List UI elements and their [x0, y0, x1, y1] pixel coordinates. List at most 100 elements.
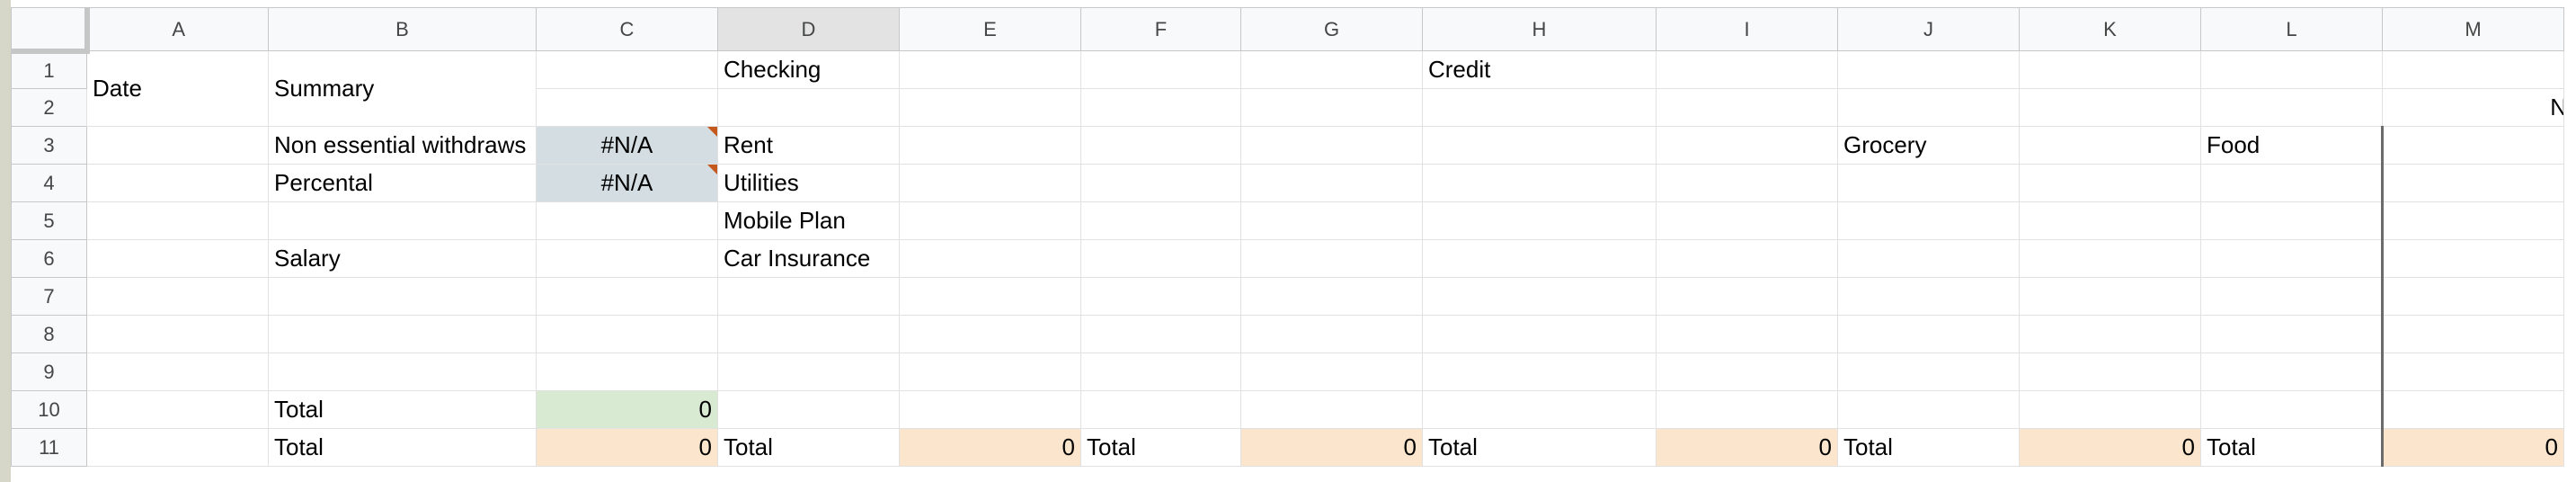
cell-f1[interactable] — [1080, 50, 1241, 89]
cell-b1[interactable]: Summary — [268, 50, 537, 127]
cell-f8[interactable] — [1080, 315, 1241, 353]
cell-k9[interactable] — [2019, 353, 2201, 391]
cell-g5[interactable] — [1240, 201, 1423, 240]
cell-m7[interactable] — [2381, 277, 2564, 316]
cell-j11[interactable]: Total — [1837, 428, 2020, 467]
column-header-l[interactable]: L — [2200, 7, 2383, 51]
cell-k1[interactable] — [2019, 50, 2201, 89]
cell-j1[interactable] — [1837, 50, 2020, 89]
cell-i4[interactable] — [1656, 164, 1838, 202]
column-header-m[interactable]: M — [2382, 7, 2564, 51]
row-header-7[interactable]: 7 — [11, 277, 87, 316]
cell-c1[interactable] — [536, 50, 718, 89]
cell-l6[interactable] — [2200, 239, 2383, 278]
cell-f6[interactable] — [1080, 239, 1241, 278]
cell-a1[interactable]: Date — [86, 50, 269, 127]
cell-i5[interactable] — [1656, 201, 1838, 240]
cell-g9[interactable] — [1240, 353, 1423, 391]
cell-j2[interactable] — [1837, 88, 2020, 127]
cell-m8[interactable] — [2381, 315, 2564, 353]
select-all-corner[interactable] — [11, 7, 90, 54]
cell-c9[interactable] — [536, 353, 718, 391]
row-header-6[interactable]: 6 — [11, 239, 87, 278]
cell-f11[interactable]: Total — [1080, 428, 1241, 467]
cell-h1[interactable]: Credit — [1422, 50, 1657, 89]
cell-k3[interactable] — [2019, 126, 2201, 165]
cell-k5[interactable] — [2019, 201, 2201, 240]
cell-l10[interactable] — [2200, 390, 2383, 429]
cell-e9[interactable] — [899, 353, 1081, 391]
column-header-d[interactable]: D — [717, 7, 900, 51]
cell-a7[interactable] — [86, 277, 269, 316]
cell-m2[interactable]: N — [2382, 88, 2564, 127]
cell-g4[interactable] — [1240, 164, 1423, 202]
cell-a8[interactable] — [86, 315, 269, 353]
column-header-b[interactable]: B — [268, 7, 537, 51]
row-header-9[interactable]: 9 — [11, 353, 87, 391]
cell-g11[interactable]: 0 — [1240, 428, 1423, 467]
cell-j7[interactable] — [1837, 277, 2020, 316]
cell-e11[interactable]: 0 — [899, 428, 1081, 467]
cell-f7[interactable] — [1080, 277, 1241, 316]
cell-a11[interactable] — [86, 428, 269, 467]
cell-b10[interactable]: Total — [268, 390, 537, 429]
cell-h11[interactable]: Total — [1422, 428, 1657, 467]
cell-e5[interactable] — [899, 201, 1081, 240]
column-header-g[interactable]: G — [1240, 7, 1423, 51]
cell-f10[interactable] — [1080, 390, 1241, 429]
cell-e1[interactable] — [899, 50, 1081, 89]
column-header-c[interactable]: C — [536, 7, 718, 51]
cell-g6[interactable] — [1240, 239, 1423, 278]
cell-l9[interactable] — [2200, 353, 2383, 391]
cell-e8[interactable] — [899, 315, 1081, 353]
cell-d9[interactable] — [717, 353, 900, 391]
row-header-10[interactable]: 10 — [11, 390, 87, 429]
cell-d10[interactable] — [717, 390, 900, 429]
cell-h6[interactable] — [1422, 239, 1657, 278]
cell-l3[interactable]: Food — [2200, 126, 2383, 165]
cell-b11[interactable]: Total — [268, 428, 537, 467]
row-header-8[interactable]: 8 — [11, 315, 87, 353]
cell-b6[interactable]: Salary — [268, 239, 537, 278]
cell-m10[interactable] — [2381, 390, 2564, 429]
row-header-2[interactable]: 2 — [11, 88, 87, 127]
cell-e2[interactable] — [899, 88, 1081, 127]
cell-c6[interactable] — [536, 239, 718, 278]
cell-i10[interactable] — [1656, 390, 1838, 429]
column-header-f[interactable]: F — [1080, 7, 1241, 51]
column-header-i[interactable]: I — [1656, 7, 1838, 51]
cell-j8[interactable] — [1837, 315, 2020, 353]
cell-l8[interactable] — [2200, 315, 2383, 353]
cell-a5[interactable] — [86, 201, 269, 240]
cell-a9[interactable] — [86, 353, 269, 391]
cell-k2[interactable] — [2019, 88, 2201, 127]
cell-b7[interactable] — [268, 277, 537, 316]
cell-i8[interactable] — [1656, 315, 1838, 353]
cell-m5[interactable] — [2381, 201, 2564, 240]
cell-g10[interactable] — [1240, 390, 1423, 429]
cell-m1[interactable] — [2382, 50, 2564, 89]
column-header-a[interactable]: A — [86, 7, 269, 51]
cell-j10[interactable] — [1837, 390, 2020, 429]
cell-l4[interactable] — [2200, 164, 2383, 202]
cell-h4[interactable] — [1422, 164, 1657, 202]
cell-b9[interactable] — [268, 353, 537, 391]
cell-l1[interactable] — [2200, 50, 2383, 89]
cell-h10[interactable] — [1422, 390, 1657, 429]
cell-k8[interactable] — [2019, 315, 2201, 353]
cell-m3[interactable] — [2381, 126, 2564, 165]
cell-c2[interactable] — [536, 88, 718, 127]
cell-b8[interactable] — [268, 315, 537, 353]
cell-d3[interactable]: Rent — [717, 126, 900, 165]
cell-j9[interactable] — [1837, 353, 2020, 391]
cell-b5[interactable] — [268, 201, 537, 240]
cell-i7[interactable] — [1656, 277, 1838, 316]
row-header-4[interactable]: 4 — [11, 164, 87, 202]
cell-m6[interactable] — [2381, 239, 2564, 278]
cell-g7[interactable] — [1240, 277, 1423, 316]
cell-k6[interactable] — [2019, 239, 2201, 278]
cell-c5[interactable] — [536, 201, 718, 240]
cell-c8[interactable] — [536, 315, 718, 353]
cell-i1[interactable] — [1656, 50, 1838, 89]
cell-i3[interactable] — [1656, 126, 1838, 165]
